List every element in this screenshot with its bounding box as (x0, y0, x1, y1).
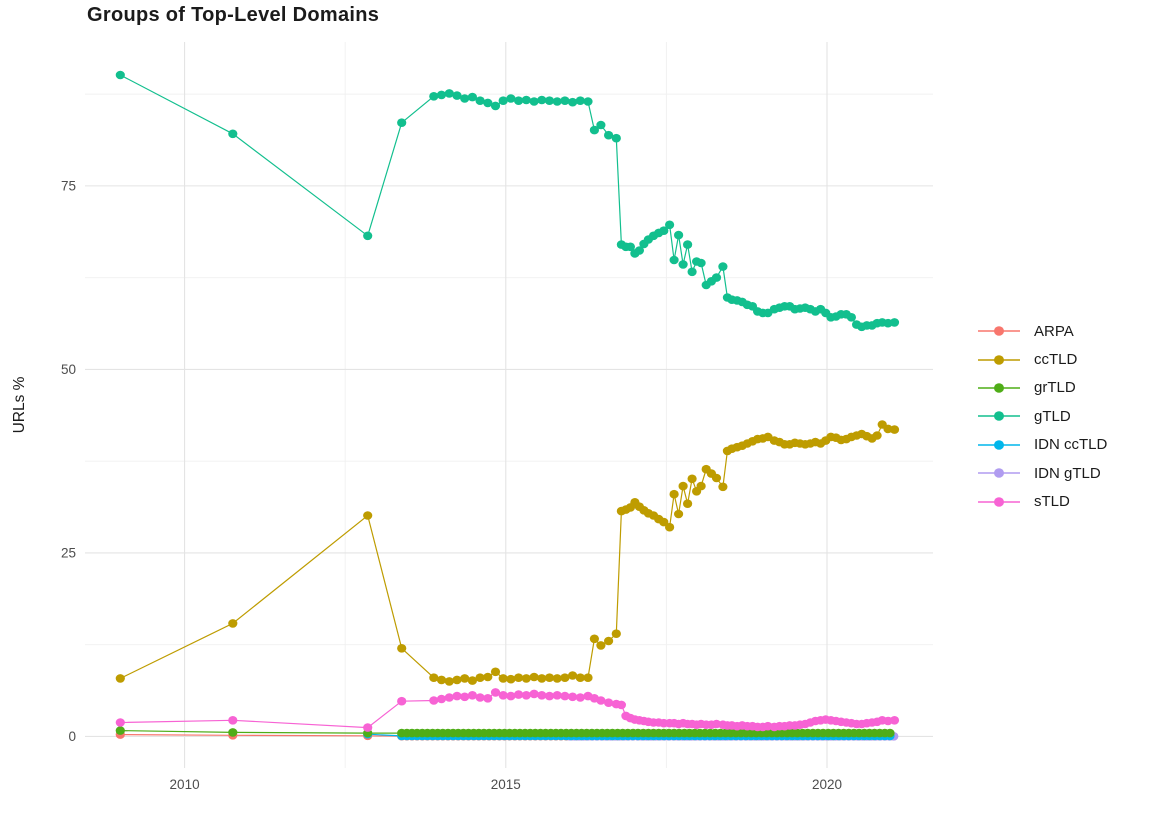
legend-label: ccTLD (1034, 351, 1078, 369)
y-tick-label: 25 (61, 545, 76, 560)
y-tick-label: 0 (68, 729, 76, 744)
legend: ARPA ccTLD grTLD gTLD IDN ccTLD IDN gTLD sTLD (976, 317, 1107, 516)
gridlines-major (85, 42, 933, 768)
x-tick-label: 2010 (170, 777, 200, 792)
series-points-gtld (115, 70, 900, 332)
legend-key-stld-icon (978, 496, 1020, 507)
y-tick-label: 50 (61, 362, 76, 377)
y-axis-title: URLs % (11, 376, 28, 433)
x-tick-label: 2015 (491, 777, 521, 792)
x-axis-tick-labels: 2010 2015 2020 (170, 777, 842, 792)
x-tick-label: 2020 (812, 777, 842, 792)
series-points-cctld (115, 420, 900, 686)
legend-key-idn-cctld-icon (978, 440, 1020, 450)
legend-key-idn-gtld-icon (978, 468, 1020, 478)
legend-item-grtld: grTLD (976, 374, 1107, 402)
gridlines-minor (85, 42, 933, 768)
legend-label: gTLD (1034, 407, 1071, 425)
legend-item-cctld: ccTLD (976, 345, 1107, 373)
series-points-grtld (115, 726, 895, 738)
legend-key-arpa-icon (978, 326, 1020, 336)
y-axis-tick-labels: 0 25 50 75 (61, 178, 76, 744)
legend-item-stld: sTLD (976, 487, 1107, 515)
chart-title: Groups of Top-Level Domains (87, 4, 380, 26)
legend-label: sTLD (1034, 493, 1070, 511)
legend-item-idn-gtld: IDN gTLD (976, 459, 1107, 487)
legend-label: IDN gTLD (1034, 464, 1101, 482)
legend-label: IDN ccTLD (1034, 436, 1108, 454)
legend-label: grTLD (1034, 379, 1076, 397)
legend-key-grtld-icon (978, 383, 1020, 393)
legend-key-gtld-icon (978, 411, 1020, 422)
y-tick-label: 75 (61, 178, 76, 193)
legend-item-gtld: gTLD (976, 402, 1107, 430)
series-line-gtld (120, 74, 895, 328)
legend-item-arpa: ARPA (976, 317, 1107, 345)
legend-label: ARPA (1034, 322, 1074, 340)
legend-key-cctld-icon (978, 354, 1020, 365)
legend-item-idn-cctld: IDN ccTLD (976, 431, 1107, 459)
series-points-stld (115, 688, 900, 732)
